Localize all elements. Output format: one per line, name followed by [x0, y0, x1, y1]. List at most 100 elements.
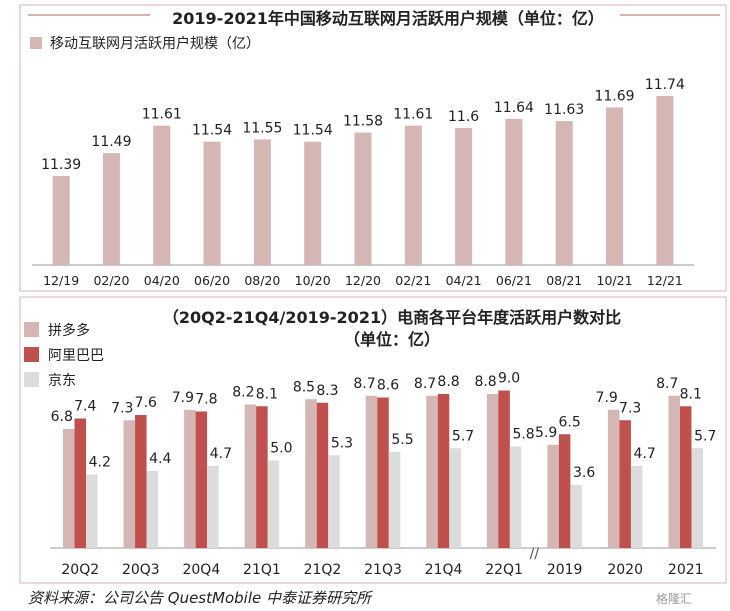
chart1-bar — [505, 118, 523, 266]
chart1-bar — [555, 121, 573, 266]
chart2-bar — [691, 448, 703, 548]
legend-swatch-jd — [24, 372, 39, 387]
chart2-value-label: 7.6 — [135, 395, 157, 411]
chart2-tick-label: 21Q3 — [364, 562, 402, 578]
chart2-tick-label: 21Q4 — [425, 562, 463, 578]
chart2-bar — [388, 451, 401, 548]
chart1-bar — [404, 125, 422, 266]
chart2-bar — [195, 411, 208, 548]
chart2-bar — [74, 418, 87, 548]
chart2-value-label: 8.8 — [437, 374, 459, 390]
chart2-value-label: 4.2 — [89, 455, 111, 471]
chart1-legend-swatch — [30, 37, 42, 49]
chart2-value-label: 8.2 — [232, 385, 254, 401]
chart2-bar — [63, 429, 75, 548]
chart1-tick-label: 12/21 — [647, 273, 683, 288]
chart1-tick-label: 04/21 — [446, 273, 482, 288]
chart1-bar — [354, 132, 372, 265]
chart2-tick-label: 2019 — [547, 562, 583, 578]
chart2-bar — [449, 448, 461, 548]
chart1-bar — [253, 139, 271, 265]
chart2-value-label: 5.5 — [391, 432, 413, 448]
chart2-value-label: 5.9 — [535, 425, 557, 441]
chart1-value-label: 11.69 — [594, 88, 634, 104]
chart2-tick-label: 21Q2 — [304, 562, 342, 578]
chart2-bar — [377, 397, 389, 548]
chart2-bar — [570, 485, 582, 548]
chart2-value-label: 7.9 — [172, 390, 194, 406]
chart2-subtitle: （单位：亿） — [344, 330, 440, 349]
chart2-bar — [184, 409, 196, 548]
chart1-legend-label: 移动互联网月活跃用户规模（亿） — [50, 35, 260, 52]
chart1-tick-label: 08/20 — [244, 273, 280, 288]
chart1-tick-label: 06/20 — [194, 273, 230, 288]
chart2-title: （20Q2-21Q4/2019-2021）电商各平台年度活跃用户数对比 — [163, 308, 621, 327]
chart1-tick-label: 06/21 — [496, 273, 532, 288]
chart2-axis-break: // — [530, 546, 540, 562]
chart1-bar — [455, 127, 473, 265]
chart2-bar — [630, 465, 643, 548]
chart2-value-label: 9.0 — [498, 371, 520, 387]
chart2-value-label: 4.4 — [149, 451, 171, 467]
chart1-bar — [102, 153, 120, 265]
chart2-tick-label: 2020 — [607, 562, 643, 578]
watermark: 格隆汇 — [656, 592, 693, 606]
chart2-value-label: 4.7 — [210, 446, 232, 462]
chart2-bar — [123, 420, 136, 548]
chart2-bar — [244, 404, 257, 548]
chart2-value-label: 8.7 — [414, 376, 436, 392]
chart2-bar — [547, 444, 559, 548]
chart2-value-label: 8.1 — [256, 386, 278, 402]
chart2-value-label: 7.4 — [74, 399, 96, 415]
chart2-tick-label: 20Q2 — [61, 562, 99, 578]
chart1-tick-label: 02/21 — [395, 273, 431, 288]
chart2-bar — [365, 395, 378, 548]
chart2-value-label: 7.8 — [195, 392, 217, 408]
chart2-value-label: 8.1 — [680, 386, 702, 402]
chart2-value-label: 8.6 — [377, 378, 399, 394]
chart1-value-label: 11.49 — [91, 134, 131, 150]
chart1-value-label: 11.54 — [293, 123, 333, 139]
chart1-tick-label: 02/20 — [93, 273, 129, 288]
chart1-bar — [52, 175, 70, 265]
chart2-value-label: 5.8 — [512, 427, 534, 443]
chart2-value-label: 5.3 — [331, 435, 353, 451]
chart1-bar — [606, 107, 624, 266]
chart2-value-label: 7.3 — [619, 400, 641, 416]
chart1-value-label: 11.54 — [192, 123, 232, 139]
chart2-bar — [607, 409, 620, 548]
chart1-tick-label: 04/20 — [144, 273, 180, 288]
chart2-value-label: 8.3 — [316, 383, 338, 399]
chart1-tick-label: 12/19 — [43, 273, 79, 288]
chart1-value-label: 11.58 — [343, 114, 383, 130]
chart1-bar — [656, 96, 674, 265]
chart2-value-label: 5.7 — [452, 428, 474, 444]
chart2-bar — [498, 390, 510, 548]
chart1-value-label: 11.74 — [645, 77, 685, 93]
chart2-frame — [19, 296, 727, 584]
legend-swatch-pinduoduo — [24, 322, 39, 337]
chart2-value-label: 7.9 — [596, 390, 618, 406]
chart2-bar — [146, 471, 159, 548]
chart2-value-label: 5.0 — [270, 441, 292, 457]
chart2-value-label: 8.7 — [353, 376, 375, 392]
chart2-bar — [509, 446, 522, 548]
chart2-tick-label: 2021 — [668, 562, 704, 578]
chart2-bar — [668, 395, 680, 548]
chart1-title: 2019-2021年中国移动互联网月活跃用户规模（单位：亿） — [172, 9, 604, 28]
chart2-legend-label: 拼多多 — [48, 322, 90, 339]
chart2-value-label: 5.7 — [694, 428, 716, 444]
chart2-bar — [267, 460, 280, 548]
chart2-legend-label: 阿里巴巴 — [48, 348, 104, 364]
chart1-tick-label: 08/21 — [546, 273, 582, 288]
legend-swatch-alibaba — [24, 347, 39, 362]
chart2-value-label: 3.6 — [573, 465, 595, 481]
chart1-value-label: 11.39 — [41, 157, 81, 173]
chart2-tick-label: 20Q4 — [182, 562, 220, 578]
chart2-bar — [316, 402, 329, 548]
chart1-bar — [304, 141, 322, 265]
chart2-bar — [256, 406, 268, 548]
chart2-bar — [305, 399, 317, 548]
chart2-tick-label: 20Q3 — [122, 562, 160, 578]
chart2-tick-label: 22Q1 — [485, 562, 523, 578]
